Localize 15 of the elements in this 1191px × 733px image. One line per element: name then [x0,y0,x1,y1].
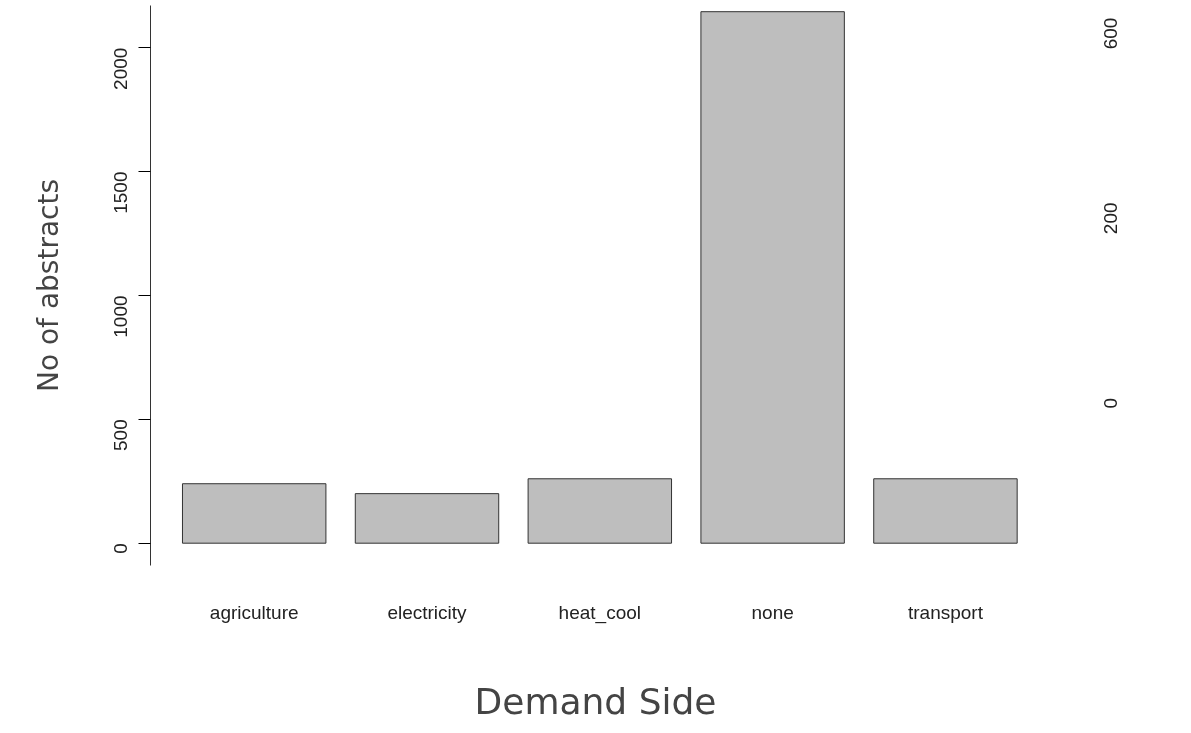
x-tick-label: heat_cool [558,601,642,624]
y-tick-label: 1000 [110,295,131,338]
x-tick-label: electricity [387,601,468,623]
x-tick-label: agriculture [209,601,299,623]
x-axis-title: Demand Side [474,680,717,722]
y-tick-label: 500 [110,419,131,452]
x-tick-label: transport [907,601,984,623]
text: 200 [1100,202,1121,235]
x-tick-label: none [751,601,794,623]
y-tick-label: 1500 [110,171,131,214]
y-tick-label: 2000 [110,47,131,90]
text: 0 [1100,397,1121,409]
y-tick-label: 0 [110,543,131,554]
y-axis-title: No of abstracts [31,179,65,392]
text: 600 [1100,17,1121,50]
